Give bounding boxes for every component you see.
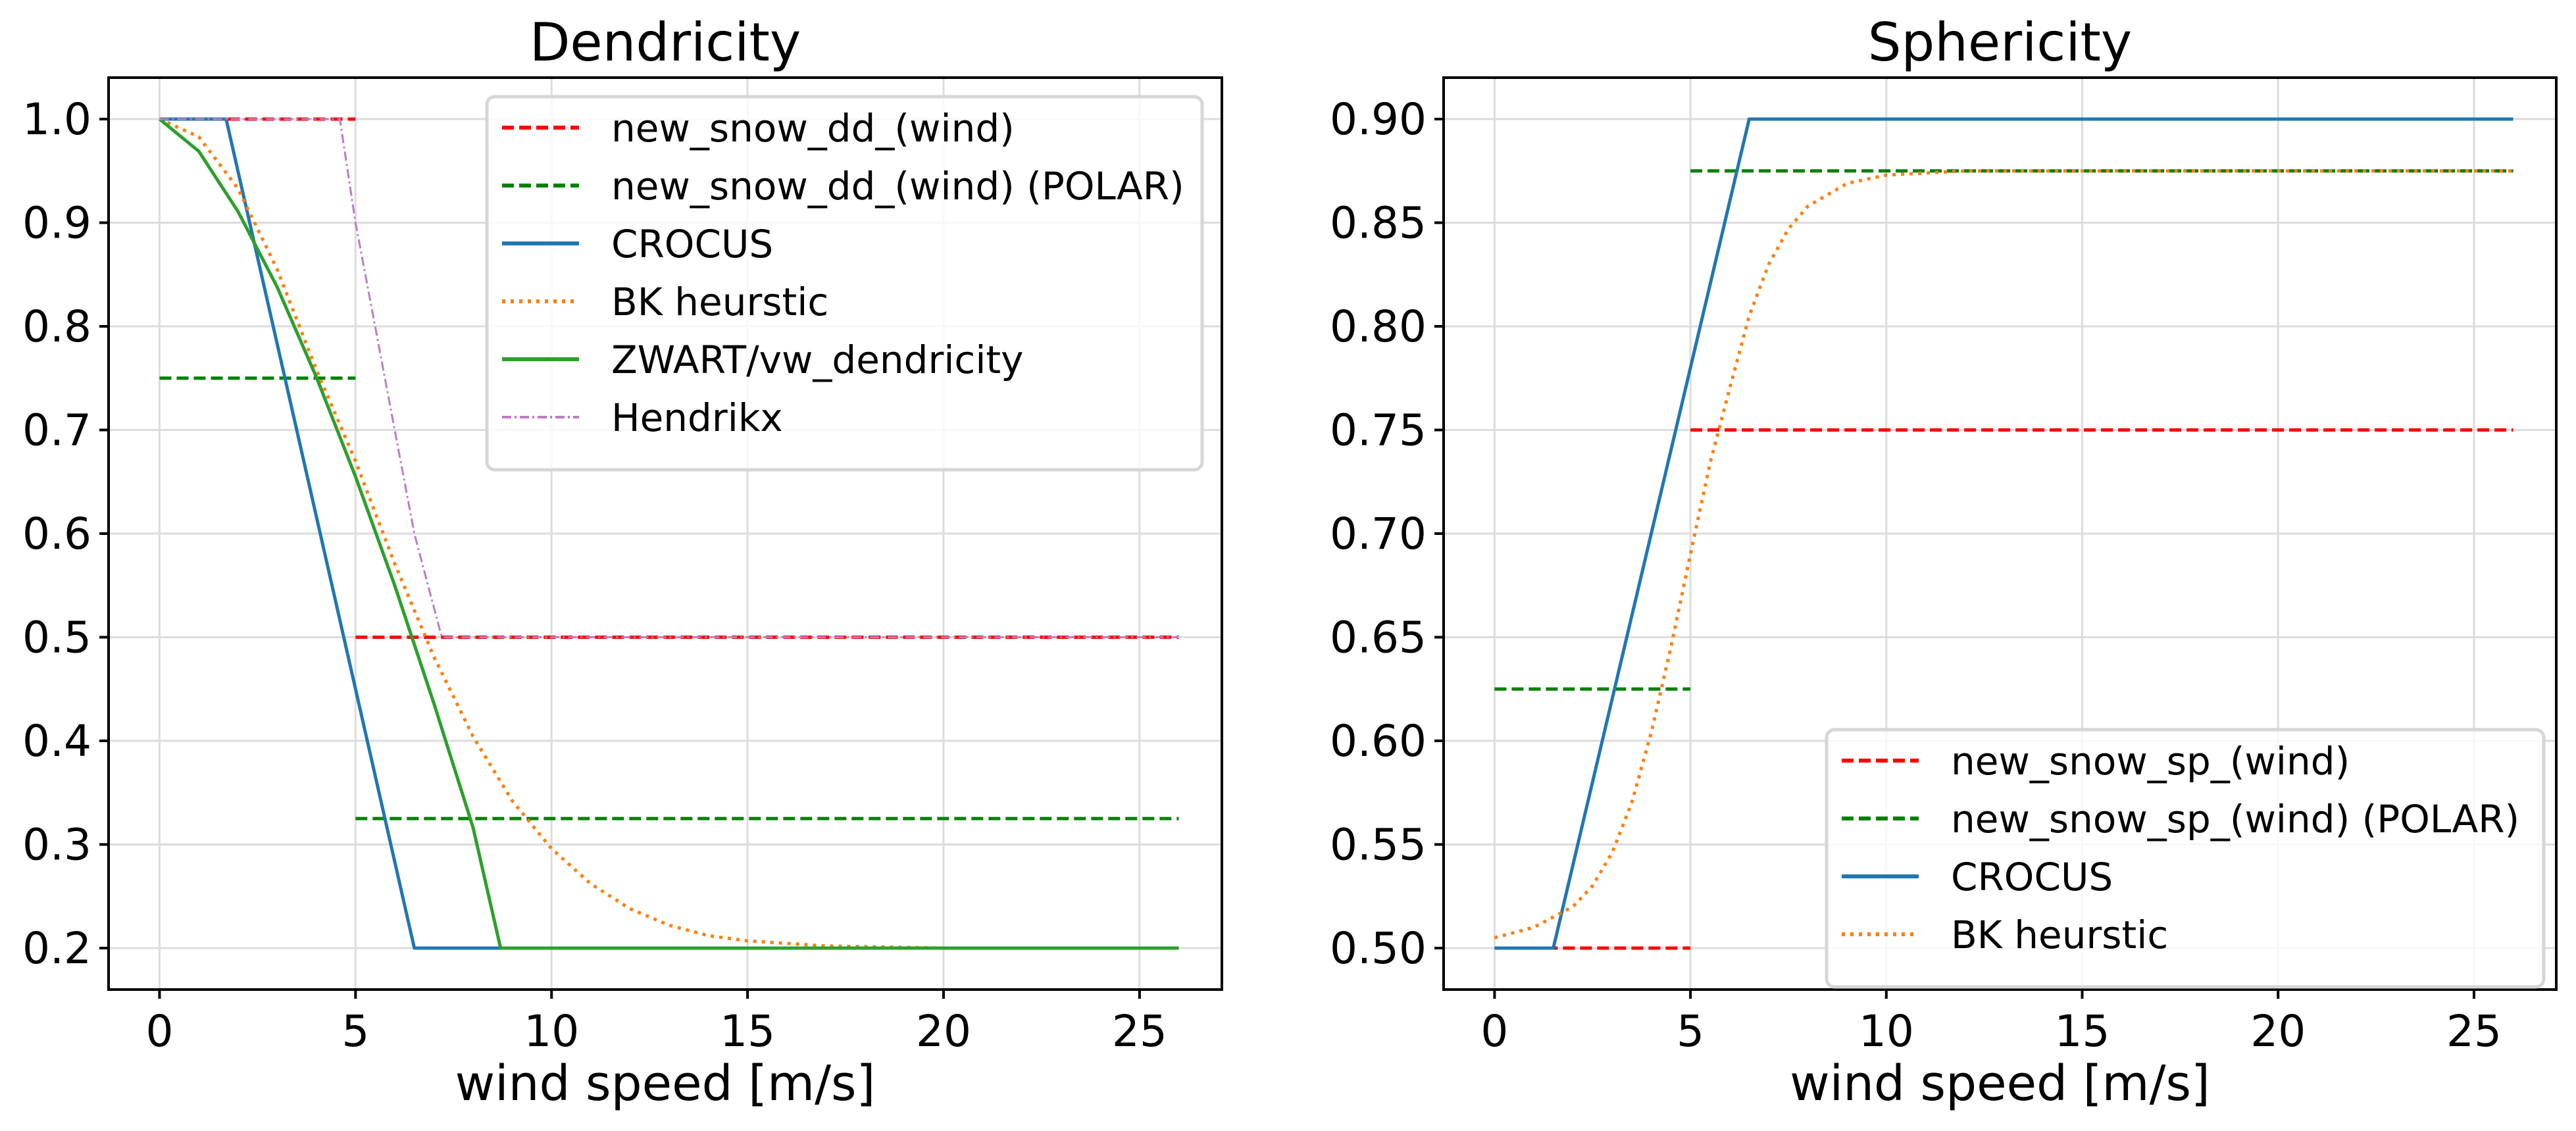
legend-label: new_snow_sp_(wind) (POLAR) [1951, 797, 2519, 842]
x-tick-label: 15 [720, 1006, 775, 1057]
legend-label: BK heurstic [1951, 913, 2168, 957]
x-axis-label: wind speed [m/s] [1790, 1055, 2210, 1112]
y-tick-label: 0.8 [22, 301, 91, 352]
series-lines [1494, 117, 2513, 950]
x-tick-label: 5 [341, 1006, 369, 1057]
x-tick-label: 0 [145, 1006, 173, 1057]
series-new-snow-sp-wind-polar [1494, 169, 2513, 691]
series-zwart-vw-dendricity [158, 118, 1179, 950]
sphericity-panel: 0 5 10 15 20 25 0.50 0.55 0.60 0.65 0.70 0.75 0.80 0.… [1330, 12, 2558, 1112]
legend-label: BK heurstic [611, 280, 828, 324]
x-tick-label: 25 [2446, 1006, 2502, 1057]
x-tick-label: 5 [1677, 1006, 1704, 1057]
y-tick-label: 0.4 [22, 716, 91, 767]
dendricity-panel: 0 5 10 15 20 25 0.2 0.3 0.4 0.5 0.6 0.7 0.8 0.9 1.0 De… [22, 12, 1223, 1112]
y-tick-label: 1.0 [22, 94, 91, 145]
legend-label: new_snow_dd_(wind) [611, 106, 1015, 151]
y-tick-label: 0.9 [22, 198, 91, 249]
series-line [1494, 117, 2513, 950]
legend-box [1825, 728, 2546, 989]
y-tick-label: 0.70 [1330, 509, 1427, 559]
axis-ticks: 0 5 10 15 20 25 0.50 0.55 0.60 0.65 0.70 0.75 0.80 0.… [1330, 94, 2502, 1057]
series-crocus [1494, 117, 2513, 950]
y-tick-label: 0.60 [1330, 716, 1427, 767]
y-tick-label: 0.50 [1330, 923, 1427, 974]
y-tick-label: 0.3 [22, 820, 91, 870]
legend-label: ZWART/vw_dendricity [611, 338, 1024, 382]
axis-ticks: 0 5 10 15 20 25 0.2 0.3 0.4 0.5 0.6 0.7 0.8 0.9 1.0 [22, 94, 1167, 1057]
x-tick-label: 25 [1112, 1006, 1167, 1057]
chart-title: Sphericity [1868, 12, 2133, 73]
series-new-snow-dd-wind-polar [159, 376, 1179, 820]
x-axis-label: wind speed [m/s] [455, 1055, 876, 1112]
legend-label: new_snow_sp_(wind) [1951, 739, 2350, 784]
chart-title: Dendricity [530, 12, 801, 73]
legend-label: CROCUS [1951, 855, 2113, 899]
legend: new_snow_sp_(wind) new_snow_sp_(wind) (PO… [1825, 728, 2546, 989]
x-tick-label: 15 [2055, 1006, 2110, 1057]
series-line [1494, 169, 2513, 940]
y-tick-label: 0.85 [1330, 198, 1427, 249]
y-tick-label: 0.75 [1330, 405, 1427, 456]
x-tick-label: 0 [1480, 1006, 1508, 1057]
series-bk-heurstic [159, 117, 1179, 950]
legend-box [485, 95, 1204, 472]
x-tick-label: 20 [916, 1006, 971, 1057]
x-tick-label: 10 [1859, 1006, 1914, 1057]
series-line [158, 118, 1179, 950]
series-line [159, 117, 1179, 950]
x-tick-label: 20 [2250, 1006, 2306, 1057]
y-tick-label: 0.7 [22, 405, 91, 456]
series-new-snow-sp-wind [1494, 428, 2513, 950]
series-lines [158, 117, 1179, 950]
series-hendrikx [159, 118, 1179, 638]
y-tick-label: 0.90 [1330, 94, 1427, 145]
y-tick-label: 0.6 [22, 509, 91, 559]
y-tick-label: 0.80 [1330, 301, 1427, 352]
y-tick-label: 0.65 [1330, 613, 1427, 663]
y-tick-label: 0.55 [1330, 820, 1427, 870]
legend: new_snow_dd_(wind) new_snow_dd_(wind) (PO… [485, 95, 1204, 472]
x-tick-label: 10 [524, 1006, 579, 1057]
legend-label: new_snow_dd_(wind) (POLAR) [611, 164, 1184, 209]
legend-label: Hendrikx [611, 395, 783, 440]
y-tick-label: 0.2 [22, 923, 91, 974]
series-line [159, 118, 1179, 638]
series-bk-heurstic [1494, 169, 2513, 940]
legend-label: CROCUS [611, 222, 773, 266]
y-tick-label: 0.5 [22, 613, 91, 663]
